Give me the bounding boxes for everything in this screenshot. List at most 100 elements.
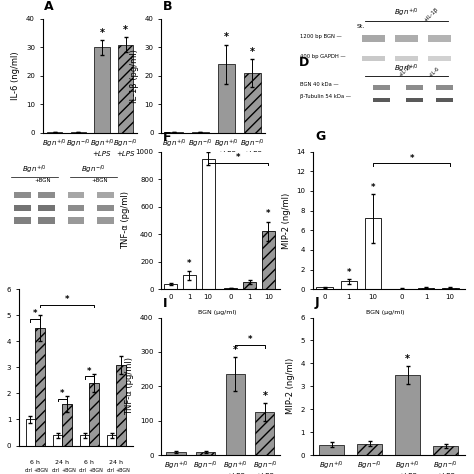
Bar xyxy=(244,73,261,133)
Text: *: * xyxy=(224,32,229,42)
Text: ctrl: ctrl xyxy=(25,468,33,473)
Bar xyxy=(255,412,274,455)
Bar xyxy=(317,287,333,289)
Text: $Bgn^{-/0}$: $Bgn^{-/0}$ xyxy=(237,319,262,331)
Text: $Bgn^{+/0}$: $Bgn^{+/0}$ xyxy=(177,319,201,331)
Bar xyxy=(243,282,256,289)
Bar xyxy=(38,217,55,224)
Text: *: * xyxy=(250,46,255,56)
Text: BGN 40 kDa —: BGN 40 kDa — xyxy=(301,82,339,87)
Text: 6 h: 6 h xyxy=(30,460,40,465)
Text: *: * xyxy=(123,25,128,35)
Bar xyxy=(192,132,209,133)
Y-axis label: IL-6 (ng/ml): IL-6 (ng/ml) xyxy=(0,343,1,392)
Text: *: * xyxy=(262,392,267,401)
Text: St.: St. xyxy=(356,24,365,29)
Text: $Bgn^{-/0}$: $Bgn^{-/0}$ xyxy=(414,318,438,330)
Text: *: * xyxy=(371,183,375,192)
Bar xyxy=(436,85,453,90)
Text: A: A xyxy=(44,0,54,13)
Bar xyxy=(118,45,133,133)
Text: 1200 bp BGN —: 1200 bp BGN — xyxy=(301,34,342,39)
Bar xyxy=(373,98,390,102)
Text: *: * xyxy=(248,335,252,344)
Bar xyxy=(406,85,423,90)
Text: +BGN: +BGN xyxy=(115,468,130,473)
Bar xyxy=(433,446,458,455)
Bar xyxy=(340,281,357,289)
Text: 24 h: 24 h xyxy=(109,460,123,465)
Text: $Bgn^{+/0}$: $Bgn^{+/0}$ xyxy=(394,62,419,74)
Text: *: * xyxy=(346,268,351,277)
Text: *: * xyxy=(60,389,64,398)
Text: I: I xyxy=(163,297,167,310)
Bar xyxy=(357,444,382,455)
Text: ctrl: ctrl xyxy=(52,468,60,473)
Bar xyxy=(395,375,420,455)
Text: G: G xyxy=(315,130,326,143)
Text: *: * xyxy=(100,28,104,38)
Y-axis label: MIP-2 (ng/ml): MIP-2 (ng/ml) xyxy=(282,192,291,248)
Bar xyxy=(53,435,62,446)
Text: D: D xyxy=(299,56,309,69)
Text: +IL-6: +IL-6 xyxy=(428,65,441,78)
Text: $Bgn^{-/0}$: $Bgn^{-/0}$ xyxy=(82,164,106,176)
Text: *: * xyxy=(233,345,238,355)
Bar xyxy=(14,217,31,224)
Text: BGN (µg/ml): BGN (µg/ml) xyxy=(366,310,404,315)
Text: *: * xyxy=(236,153,240,162)
Bar xyxy=(218,64,235,133)
Text: +BGN: +BGN xyxy=(34,468,49,473)
Bar xyxy=(26,419,35,446)
Y-axis label: MIP-2 (ng/ml): MIP-2 (ng/ml) xyxy=(286,358,295,414)
Bar xyxy=(166,132,182,133)
Text: +BGN: +BGN xyxy=(61,468,76,473)
Bar xyxy=(35,328,45,446)
Bar xyxy=(38,192,55,198)
Text: +IL-1β: +IL-1β xyxy=(398,63,413,78)
Text: $Bgn^{+/0}$: $Bgn^{+/0}$ xyxy=(394,7,419,19)
Bar xyxy=(436,98,453,102)
Bar xyxy=(67,192,84,198)
Text: β-Tubulin 54 kDa —: β-Tubulin 54 kDa — xyxy=(301,94,351,99)
Bar xyxy=(14,205,31,211)
Bar xyxy=(67,217,84,224)
Bar xyxy=(47,132,62,133)
Bar xyxy=(164,284,177,289)
Text: *: * xyxy=(87,367,91,376)
Bar xyxy=(224,288,237,289)
Text: *: * xyxy=(266,210,271,219)
Text: J: J xyxy=(315,296,319,309)
Text: +BGN: +BGN xyxy=(34,178,51,182)
Text: +IL-1β: +IL-1β xyxy=(423,6,439,23)
Bar xyxy=(226,374,245,455)
Text: B: B xyxy=(163,0,172,13)
Bar xyxy=(442,288,458,289)
Bar xyxy=(196,452,215,455)
Bar xyxy=(62,404,72,446)
Bar xyxy=(97,192,114,198)
Bar xyxy=(97,217,114,224)
Text: 24 h: 24 h xyxy=(55,460,69,465)
Bar xyxy=(319,445,344,455)
Bar xyxy=(71,132,86,133)
Text: *: * xyxy=(33,310,37,319)
Bar xyxy=(14,192,31,198)
Bar xyxy=(201,158,215,289)
Y-axis label: TNF-α (pg/ml): TNF-α (pg/ml) xyxy=(121,191,130,249)
Text: BGN (µg/ml): BGN (µg/ml) xyxy=(198,310,237,315)
Bar xyxy=(80,435,90,446)
Bar xyxy=(107,435,117,446)
Text: +BGN: +BGN xyxy=(91,178,108,182)
Y-axis label: TNF-α (pg/ml): TNF-α (pg/ml) xyxy=(126,357,135,415)
Bar xyxy=(395,36,418,42)
Text: $Bgn^{+/0}$: $Bgn^{+/0}$ xyxy=(22,164,46,176)
Text: ctrl: ctrl xyxy=(79,468,87,473)
Bar xyxy=(406,98,423,102)
Text: *: * xyxy=(410,154,414,163)
Bar xyxy=(94,47,109,133)
Bar xyxy=(117,365,126,446)
Bar xyxy=(183,275,196,289)
Bar xyxy=(67,205,84,211)
Text: 400 bp GAPDH —: 400 bp GAPDH — xyxy=(301,54,346,59)
